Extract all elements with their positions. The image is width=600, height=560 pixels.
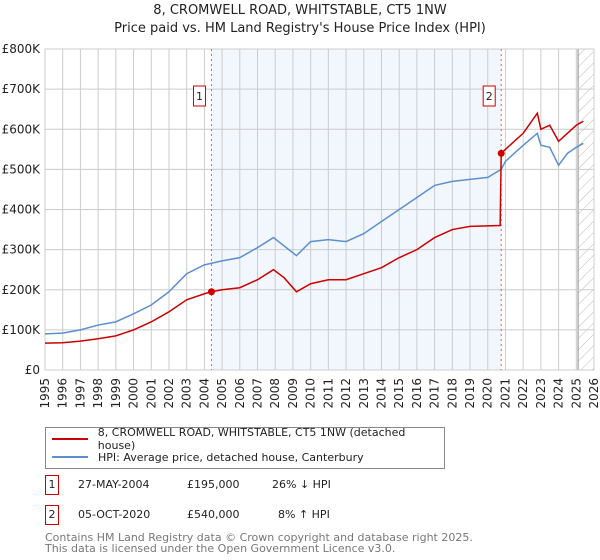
legend-item-property: 8, CROMWELL ROAD, WHITSTABLE, CT5 1NW (d…	[52, 426, 444, 452]
footer-copyright: Contains HM Land Registry data © Crown c…	[45, 531, 473, 544]
sale-row-1: 1 27-MAY-2004 £195,000 26% ↓ HPI	[45, 475, 445, 495]
annotation-box	[192, 85, 206, 107]
x-tick-label: 2004	[197, 378, 211, 409]
annotation-label: 2	[486, 90, 493, 103]
y-tick-label: £800K	[2, 42, 42, 56]
series-line	[44, 111, 584, 344]
y-tick-label: £400K	[2, 203, 42, 217]
sale-point	[207, 288, 215, 296]
x-tick-label: 2009	[286, 378, 300, 409]
x-tick-label: 2003	[180, 378, 194, 409]
x-tick-label: 2024	[552, 378, 566, 409]
x-tick-label: 2012	[339, 378, 353, 409]
annotation-label: 1	[196, 90, 203, 103]
x-tick-label: 2025	[569, 378, 583, 409]
y-tick-label: £500K	[2, 162, 42, 176]
x-tick-label: 2006	[233, 378, 247, 409]
x-tick-label: 2005	[215, 378, 229, 409]
legend-item-hpi: HPI: Average price, detached house, Cant…	[52, 449, 364, 465]
legend-label: HPI: Average price, detached house, Cant…	[98, 450, 364, 464]
x-tick-label: 2016	[410, 378, 424, 409]
y-tick-label: £300K	[2, 243, 42, 257]
y-tick-label: £600K	[2, 122, 42, 136]
legend-swatch-red	[52, 438, 88, 440]
x-tick-label: 2013	[357, 378, 371, 409]
sale-hpi: 26% ↓ HPI	[272, 478, 331, 491]
x-tick-label: 2008	[268, 378, 282, 409]
chart-title: 8, CROMWELL ROAD, WHITSTABLE, CT5 1NW	[153, 3, 447, 18]
x-tick-label: 2023	[534, 378, 548, 409]
x-tick-label: 1997	[73, 378, 87, 409]
x-tick-label: 2010	[304, 378, 318, 409]
legend-label: 8, CROMWELL ROAD, WHITSTABLE, CT5 1NW (d…	[97, 426, 406, 452]
x-tick-label: 2026	[587, 378, 600, 409]
sale-price: £540,000	[187, 508, 240, 521]
chart-legend: 8, CROMWELL ROAD, WHITSTABLE, CT5 1NW (d…	[45, 426, 445, 469]
x-tick-label: 2000	[127, 378, 141, 409]
chart-subtitle: Price paid vs. HM Land Registry's House …	[114, 21, 486, 36]
sale-marker: 2	[45, 505, 59, 525]
x-tick-label: 1999	[109, 378, 123, 409]
x-tick-label: 2022	[516, 378, 530, 409]
sale-date: 27-MAY-2004	[78, 478, 150, 491]
series-line	[44, 131, 584, 335]
sale-hpi: 8% ↑ HPI	[278, 508, 330, 521]
y-tick-label: £700K	[2, 82, 42, 96]
x-tick-label: 2011	[321, 378, 335, 409]
x-tick-label: 2019	[463, 378, 477, 409]
x-tick-label: 2001	[144, 378, 158, 409]
sale-point	[497, 149, 505, 157]
y-tick-label: £100K	[2, 323, 42, 337]
x-tick-label: 2021	[498, 378, 512, 409]
sale-marker: 1	[45, 475, 59, 495]
y-tick-label: £0	[25, 363, 40, 377]
sale-row-2: 2 05-OCT-2020 £540,000 8% ↑ HPI	[45, 505, 445, 525]
legend-swatch-blue	[52, 456, 88, 458]
sale-date: 05-OCT-2020	[78, 508, 151, 521]
x-tick-label: 2002	[162, 378, 176, 409]
x-tick-label: 1996	[56, 378, 70, 409]
x-tick-label: 1995	[38, 378, 52, 409]
plot-frame	[44, 48, 595, 371]
x-tick-label: 2017	[428, 378, 442, 409]
x-tick-label: 2015	[392, 378, 406, 409]
x-tick-label: 2007	[251, 378, 265, 409]
x-tick-label: 2020	[481, 378, 495, 409]
price-chart: 1995 1996 1997 1998 1999 2000 2001 2002 2003 2004…	[2, 42, 600, 409]
footer-licence: This data is licensed under the Open Gov…	[45, 542, 396, 555]
y-tick-label: £200K	[2, 283, 42, 297]
annotation-box	[482, 85, 496, 107]
x-tick-label: 1998	[91, 378, 105, 409]
sale-price: £195,000	[187, 478, 240, 491]
x-tick-label: 2014	[374, 378, 388, 409]
x-tick-label: 2018	[445, 378, 459, 409]
